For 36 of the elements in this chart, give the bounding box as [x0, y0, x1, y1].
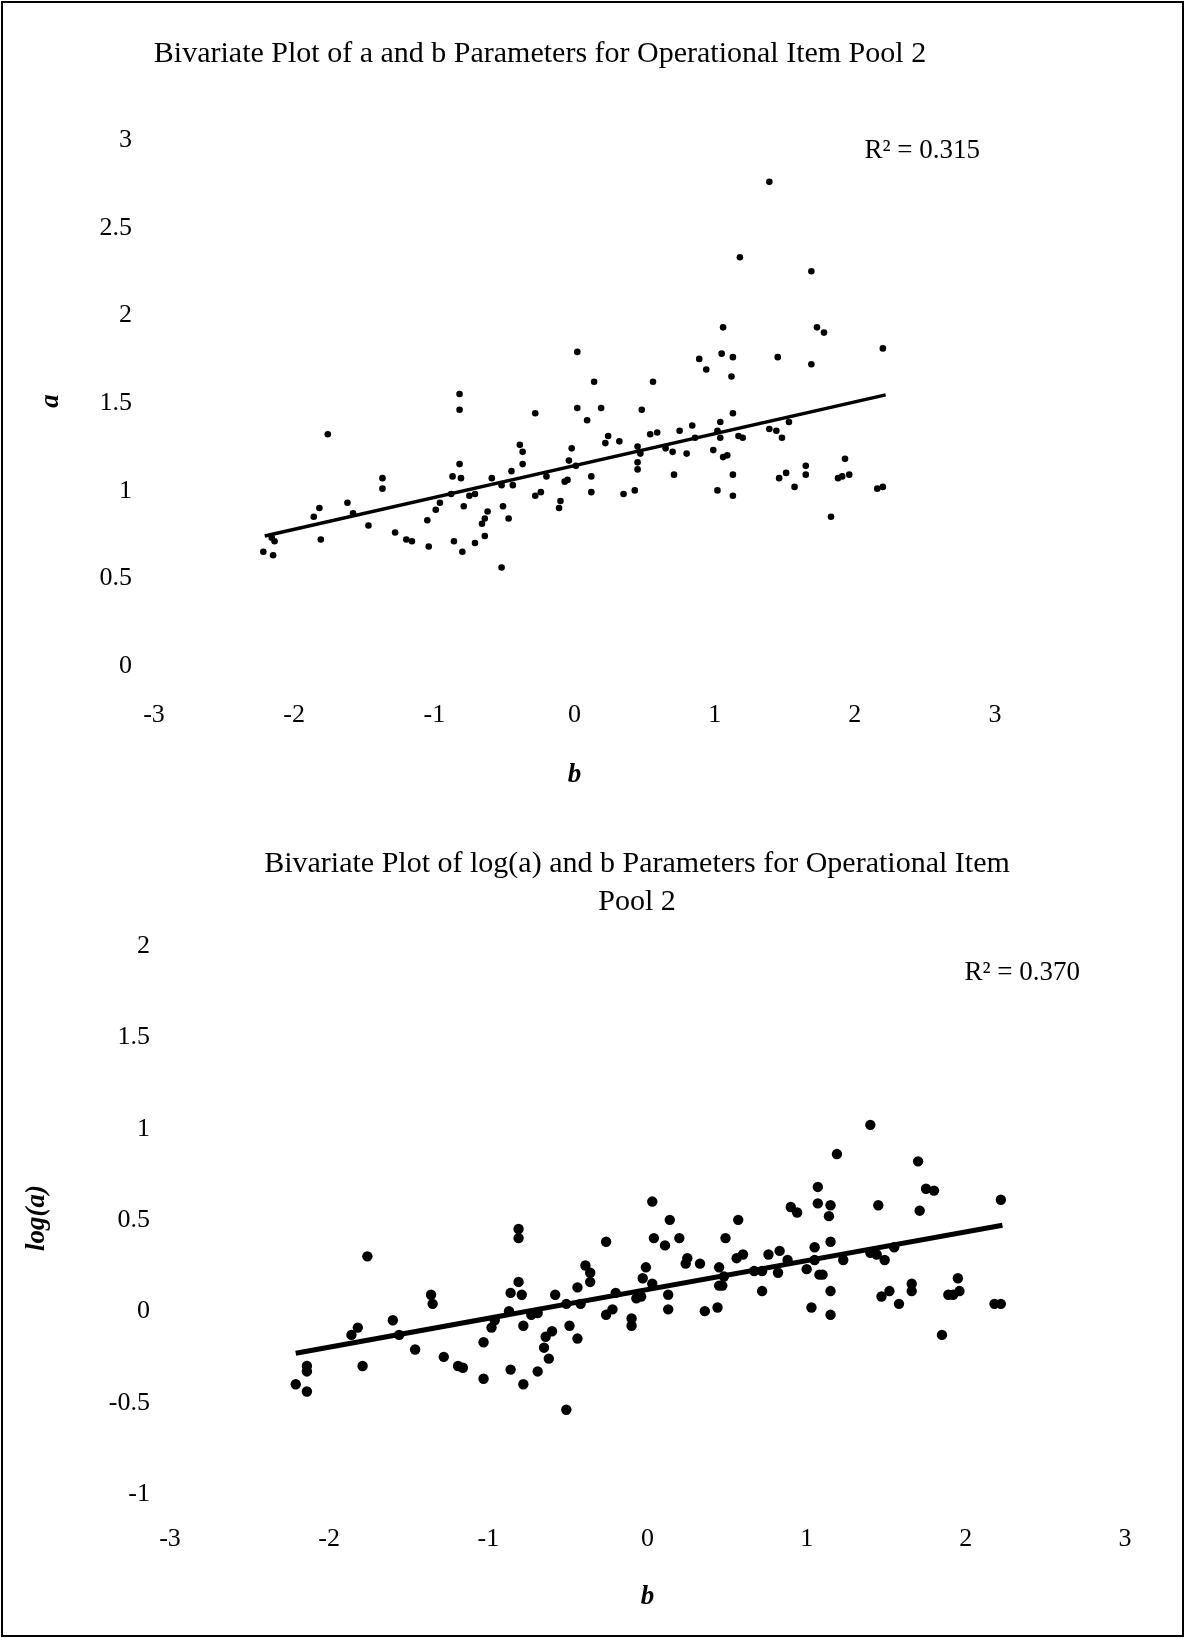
x-tick-label: 3 — [988, 699, 1002, 728]
x-tick-label: -2 — [283, 699, 305, 728]
y-tick-label: 1.5 — [99, 387, 132, 417]
x-axis-title: b — [567, 758, 582, 788]
x-tick-label: 1 — [708, 699, 722, 728]
x-tick-label: 0 — [568, 699, 581, 728]
y-tick-label: -1 — [128, 1478, 150, 1508]
x-tick-label: -1 — [423, 699, 446, 728]
chart-title: Bivariate Plot of a and b Parameters for Operational Item Pool 2 — [153, 35, 927, 68]
chart-title: Bivariate Plot of log(a) and b Parameters for Operational Item Pool 2 — [264, 845, 1010, 916]
y-tick-label: 2.5 — [99, 211, 132, 241]
x-tick-label: -1 — [477, 1523, 500, 1552]
x-tick-label: -3 — [143, 699, 165, 728]
annotation: R² = 0.370 — [964, 956, 1080, 986]
x-tick-label: 0 — [641, 1523, 654, 1552]
y-tick-label: 0.5 — [117, 1204, 150, 1234]
y-tick-label: 0 — [137, 1295, 150, 1325]
y-tick-label: 1.5 — [117, 1021, 150, 1051]
y-tick-label: 2 — [119, 299, 132, 329]
y-tick-label: 0 — [119, 650, 132, 680]
x-tick-label: 3 — [1118, 1523, 1132, 1552]
x-tick-label: 2 — [959, 1523, 973, 1552]
x-tick-label: 2 — [848, 699, 862, 728]
y-tick-label: 0.5 — [99, 562, 132, 592]
x-axis-title: b — [640, 1580, 655, 1610]
y-tick-label: 3 — [119, 124, 132, 154]
y-tick-label: 1 — [137, 1112, 150, 1142]
y-axis-title: a — [34, 394, 64, 408]
y-tick-label: 1 — [119, 474, 132, 504]
y-tick-label: 2 — [137, 930, 150, 960]
x-tick-label: -3 — [159, 1523, 181, 1552]
y-axis-title: log(a) — [20, 1185, 50, 1251]
x-tick-label: -2 — [318, 1523, 340, 1552]
annotation: R² = 0.315 — [864, 134, 980, 164]
y-tick-label: -0.5 — [108, 1386, 150, 1416]
x-tick-label: 1 — [800, 1523, 814, 1552]
